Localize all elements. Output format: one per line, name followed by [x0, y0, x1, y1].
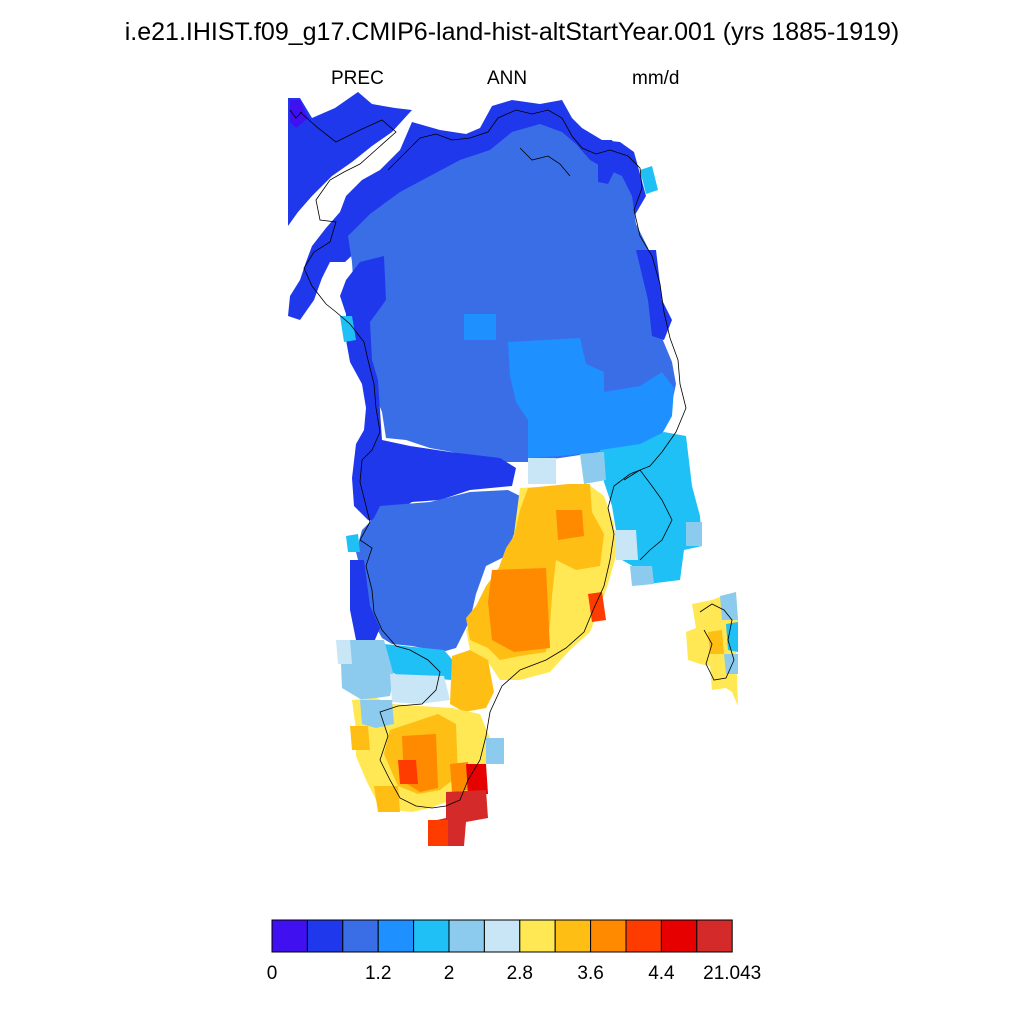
field-region [724, 654, 738, 674]
field-region [528, 458, 556, 484]
field-region [340, 316, 356, 342]
field-region [450, 650, 494, 712]
colorbar-tick-label: 2.8 [507, 963, 533, 984]
field-region [336, 640, 352, 664]
field-region [614, 530, 638, 560]
colorbar-box [590, 919, 627, 953]
coastline-outline [289, 109, 735, 809]
colorbar-box [519, 919, 556, 953]
colorbar-box [483, 919, 521, 953]
coastline [519, 147, 571, 177]
field-region [486, 738, 504, 764]
field-region [556, 510, 584, 540]
field-region [640, 166, 658, 194]
colorbar-box [271, 919, 308, 953]
field-region [350, 560, 380, 642]
field-region [398, 760, 418, 784]
field-region [630, 566, 654, 586]
colorbar-tick-label: 3.6 [577, 963, 603, 984]
field-region [340, 640, 394, 700]
field-region [720, 592, 738, 620]
field-region [686, 522, 702, 546]
colorbar-box [696, 919, 733, 953]
field-region [466, 764, 488, 794]
coastline [299, 109, 687, 809]
colorbar-tick-label: 0 [267, 963, 278, 984]
field-region [708, 630, 724, 654]
field-region [636, 250, 672, 340]
field-region [360, 700, 394, 728]
greenland-field [288, 92, 738, 846]
field-region [588, 592, 606, 622]
field-region [340, 256, 516, 524]
field-region [428, 820, 448, 846]
field-region [508, 338, 674, 458]
field-region [356, 490, 520, 652]
colorbar-labels: 0 1.2 2 2.8 3.6 4.4 21.043 [267, 963, 762, 984]
colorbar-boxes [271, 919, 733, 953]
field-region [288, 92, 412, 226]
field-region [390, 674, 450, 704]
period-label: ANN [487, 68, 528, 89]
colorbar-box [413, 919, 450, 953]
coastline [623, 469, 673, 561]
variable-label: PREC [331, 68, 384, 89]
colorbar-tick-label: 4.4 [648, 963, 675, 984]
colorbar-box [306, 919, 344, 953]
coastline [699, 603, 735, 681]
field-region [382, 644, 456, 680]
field-region [346, 534, 360, 552]
field-region [464, 314, 496, 340]
units-label: mm/d [632, 68, 680, 89]
field-region [580, 452, 606, 484]
field-region [350, 726, 370, 750]
colorbar-tick-label: 2 [444, 963, 455, 984]
map-title: i.e21.IHIST.f09_g17.CMIP6-land-hist-altS… [124, 18, 900, 46]
field-region [374, 786, 400, 812]
colorbar-box [448, 919, 485, 953]
colorbar-tick-label: 1.2 [365, 963, 391, 984]
field-region [598, 140, 620, 184]
colorbar-box [625, 919, 662, 953]
colorbar-box [660, 919, 698, 953]
colorbar-box [554, 919, 592, 953]
colorbar-box [377, 919, 415, 953]
colorbar-box [342, 919, 379, 953]
field-region [450, 762, 470, 792]
field-region [290, 100, 308, 128]
coastline [289, 109, 303, 119]
colorbar-tick-label: 21.043 [703, 963, 761, 984]
field-region [488, 568, 550, 652]
